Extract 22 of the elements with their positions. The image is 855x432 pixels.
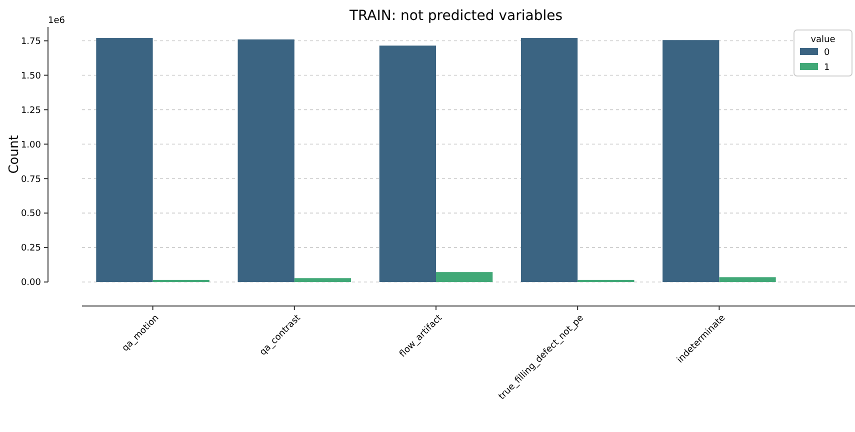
bar xyxy=(96,38,153,282)
y-tick-label: 1.25 xyxy=(20,106,41,116)
bar xyxy=(379,46,436,282)
y-tick-label: 1.50 xyxy=(20,71,42,82)
chart-title: TRAIN: not predicted variables xyxy=(348,8,563,24)
y-tick-label: 0.25 xyxy=(20,244,41,254)
legend-label: 1 xyxy=(824,63,830,74)
bar xyxy=(238,39,294,282)
bar xyxy=(719,277,776,282)
y-tick-label: 1.75 xyxy=(20,36,41,47)
y-axis-title: Count xyxy=(7,135,22,174)
text: 1e6 xyxy=(48,16,66,26)
y-tick-label: 1.00 xyxy=(20,140,42,150)
y-tick-label: 0.00 xyxy=(20,278,42,288)
legend-label: 0 xyxy=(824,48,830,58)
bar xyxy=(436,272,493,282)
y-tick-label: 0.50 xyxy=(20,209,42,220)
legend-title: value xyxy=(810,35,836,45)
y-tick-label: 0.75 xyxy=(20,174,41,185)
bar xyxy=(520,38,578,282)
bar xyxy=(294,278,352,282)
bar xyxy=(662,40,720,282)
